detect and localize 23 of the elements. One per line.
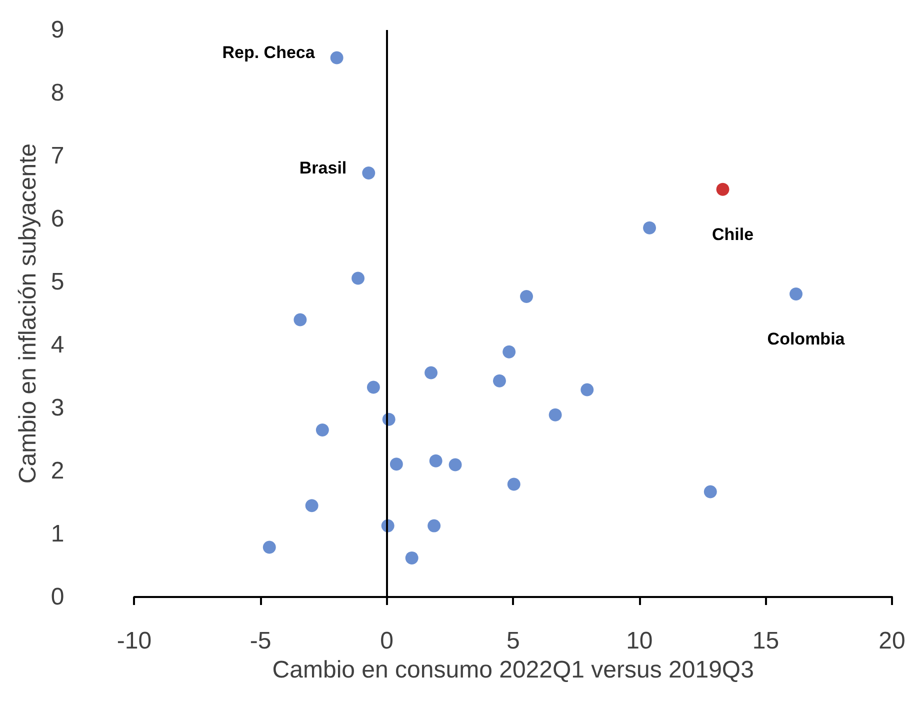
x-tick-label: -10 xyxy=(116,628,152,654)
y-tick-label: 4 xyxy=(50,332,64,358)
x-tick-label: 20 xyxy=(878,628,906,654)
annotation: Brasil xyxy=(299,158,347,178)
x-tick-label: 10 xyxy=(626,628,653,654)
y-tick-label: 3 xyxy=(50,394,64,422)
x-tick-label: 15 xyxy=(752,628,780,654)
y-tick-label: 2 xyxy=(50,458,64,484)
x-tick-label: 5 xyxy=(506,628,520,654)
y-tick-label: 8 xyxy=(50,80,64,106)
y-tick-label: 1 xyxy=(50,520,64,548)
annotation: Colombia xyxy=(767,329,846,348)
y-tick-label: 5 xyxy=(50,268,64,296)
y-tick-label: 6 xyxy=(50,206,64,232)
y-axis-title: Cambio en inflación subyacente xyxy=(14,143,42,484)
y-tick-label: 9 xyxy=(50,16,64,44)
x-tick-label: -5 xyxy=(250,628,272,654)
y-tick-label: 0 xyxy=(50,584,64,610)
x-axis-title: Cambio en consumo 2022Q1 versus 2019Q3 xyxy=(272,656,754,684)
annotation: Chile xyxy=(712,224,754,244)
annotation: Rep. Checa xyxy=(222,43,316,62)
y-tick-label: 7 xyxy=(50,142,64,170)
x-tick-label: 0 xyxy=(380,628,394,654)
